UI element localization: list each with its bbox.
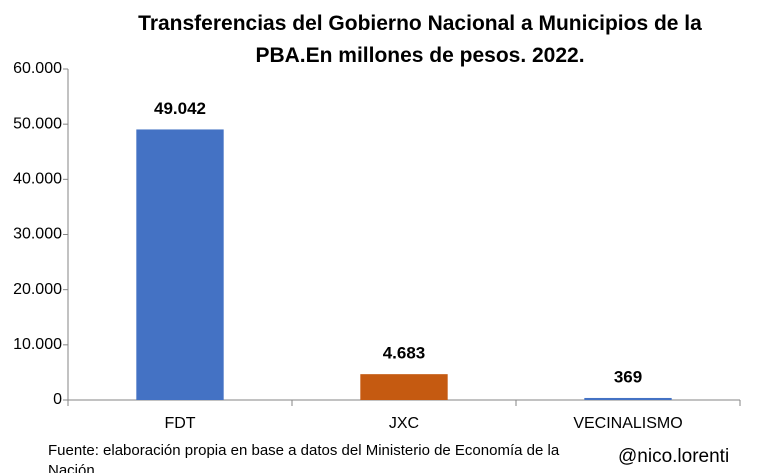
chart-title: Transferencias del Gobierno Nacional a M… xyxy=(138,12,702,67)
y-tick-label: 20.000 xyxy=(13,281,62,298)
source-note: Fuente: elaboración propia en base a dat… xyxy=(48,442,560,473)
annotation: @nico.lorenti xyxy=(618,446,730,467)
y-tick-label: 60.000 xyxy=(13,60,62,77)
bar xyxy=(584,397,672,400)
bar xyxy=(360,374,448,400)
x-tick-label: VECINALISMO xyxy=(573,415,682,432)
y-tick-label: 10.000 xyxy=(13,336,62,353)
y-tick-label: 40.000 xyxy=(13,171,62,188)
value-label: 4.683 xyxy=(383,344,426,363)
bar xyxy=(136,129,224,400)
y-tick-label: 0 xyxy=(53,391,62,408)
x-tick-label: JXC xyxy=(389,415,419,432)
y-tick-label: 50.000 xyxy=(13,115,62,132)
value-label: 49.042 xyxy=(154,99,206,118)
y-tick-label: 30.000 xyxy=(13,226,62,243)
value-label: 369 xyxy=(614,367,642,386)
x-tick-label: FDT xyxy=(164,415,195,432)
